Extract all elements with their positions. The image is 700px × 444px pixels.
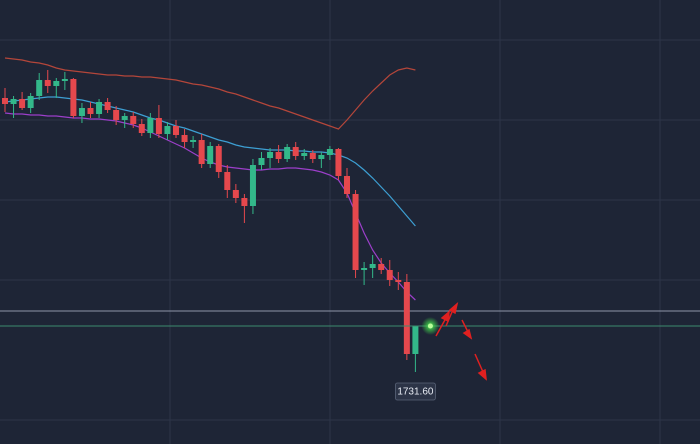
candle-body — [309, 153, 316, 159]
candle-body — [147, 118, 154, 133]
candle-body — [275, 152, 282, 159]
price-label-box — [394, 382, 436, 401]
candle-body — [352, 194, 359, 270]
arrow — [435, 317, 447, 337]
arrow — [445, 311, 453, 327]
candle-body — [386, 270, 393, 280]
candle-body — [369, 264, 376, 268]
candle-body — [173, 126, 179, 135]
arrow — [474, 353, 484, 373]
arrow-head — [440, 310, 450, 323]
candle-body — [215, 146, 222, 172]
candle-body — [181, 135, 188, 142]
candle-body — [164, 126, 171, 134]
candle-body — [198, 140, 205, 164]
candle-body — [378, 264, 385, 270]
candle-body — [326, 149, 333, 155]
candle-body — [70, 79, 77, 116]
candle-body — [104, 102, 111, 110]
candle-body — [224, 172, 231, 190]
candle-body — [130, 116, 137, 124]
arrow-head — [448, 301, 459, 315]
candle-body — [53, 81, 60, 86]
candle-body — [403, 282, 410, 354]
candle-body — [138, 124, 145, 133]
candle-body — [258, 158, 265, 165]
arrow-head — [477, 368, 487, 381]
candle-body — [241, 198, 248, 206]
candle-body — [249, 165, 256, 206]
candle-body — [96, 102, 103, 114]
candle-body — [335, 149, 342, 176]
candle-body — [284, 147, 291, 159]
candle-body — [27, 96, 34, 108]
candle-body — [10, 99, 17, 104]
candle-body — [121, 116, 128, 120]
candle-body — [113, 110, 120, 120]
price-label: 1731.60 — [397, 387, 434, 398]
plot: 1731.60 — [0, 57, 700, 401]
candle-body — [87, 108, 94, 114]
candle-body — [78, 108, 85, 116]
candle-body — [267, 152, 274, 158]
candle-body — [412, 326, 419, 354]
candle-body — [232, 190, 239, 198]
indicator-line — [4, 57, 416, 130]
candle-body — [61, 79, 68, 81]
candle-body — [395, 280, 402, 282]
candle-body — [344, 176, 350, 194]
last-price-dot — [427, 323, 433, 329]
candle-body — [19, 99, 26, 108]
candle-body — [155, 118, 162, 134]
candle-body — [36, 80, 43, 96]
arrow-head — [462, 328, 473, 340]
candle-body — [190, 140, 197, 142]
candle-body — [292, 147, 299, 156]
candle-body — [207, 146, 214, 164]
candle-body — [301, 153, 308, 156]
candle-body — [361, 268, 368, 270]
candle-body — [44, 80, 51, 86]
candle-body — [318, 155, 325, 159]
candle-body — [2, 98, 8, 104]
forecast-arrows — [435, 301, 487, 381]
